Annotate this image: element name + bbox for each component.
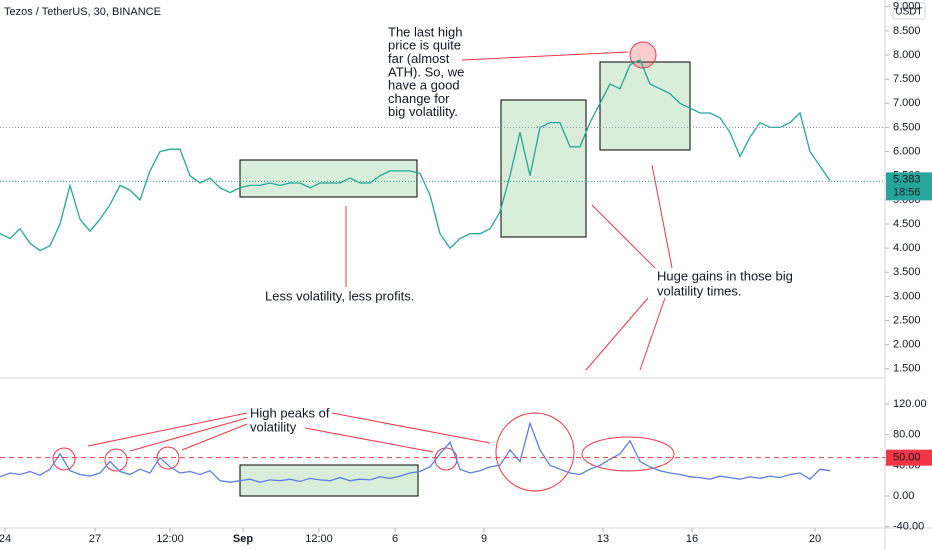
y-tick-label: 3.000: [893, 290, 921, 302]
annotation-text: High peaks of: [250, 405, 330, 420]
y-tick-label: 2.000: [893, 339, 921, 351]
annotation-text: ATH). So, we: [388, 64, 464, 79]
arrow: [331, 412, 491, 444]
annotation-text: Less volatility, less profits.: [265, 288, 414, 303]
circle: [629, 41, 657, 69]
ellipse: [581, 436, 675, 472]
circle: [52, 447, 76, 471]
arrow: [87, 412, 248, 447]
countdown: 18:56: [893, 186, 921, 198]
currency: USDT: [895, 7, 922, 18]
box: [239, 159, 418, 198]
x-tick-label: 9: [481, 533, 487, 545]
x-tick-label: 12:00: [156, 533, 184, 545]
x-tick-label: 6: [392, 533, 398, 545]
level-badge: [886, 449, 932, 466]
y-tick-label: 8.500: [893, 25, 921, 37]
y-tick-label: 9.000: [893, 1, 921, 13]
y-tick-label: 80.00: [893, 429, 921, 441]
box: [599, 61, 691, 151]
series-line: [0, 59, 831, 252]
x-tick-label: 12:00: [305, 533, 333, 545]
chart-title: Tezos / TetherUS, 30, BINANCE: [4, 6, 161, 18]
arrow: [585, 297, 649, 371]
y-tick-label: 4.500: [893, 218, 921, 230]
arrow: [651, 164, 673, 269]
arrow: [129, 417, 248, 452]
y-tick-label: 7.000: [893, 97, 921, 109]
y-tick-label: 1.500: [893, 363, 921, 375]
arrow: [639, 297, 666, 371]
x-tick-label: Sep: [233, 533, 253, 545]
x-tick-label: 24: [0, 533, 11, 545]
x-tick-label: 27: [89, 533, 101, 545]
circle: [104, 448, 128, 472]
annotation-circles: [52, 41, 675, 492]
y-tick-label: 6.500: [893, 121, 921, 133]
y-tick-label: 120.00: [893, 398, 927, 410]
last-price-badge: [886, 172, 932, 201]
y-tick-label: 7.500: [893, 73, 921, 85]
series-line: [0, 421, 831, 483]
last-price-label: 5.383: [893, 173, 921, 185]
x-tick-label: 16: [686, 533, 698, 545]
circle: [434, 447, 458, 471]
level-label: 50.00: [893, 452, 921, 464]
annotation-text: big volatility.: [388, 104, 458, 119]
annotation-text: volatility: [250, 419, 297, 434]
x-tick-label: 13: [597, 533, 609, 545]
annotation-text: The last high: [388, 24, 462, 39]
arrows: [87, 51, 673, 453]
annotation-text: far (almost: [388, 51, 450, 66]
y-tick-label: 6.000: [893, 145, 921, 157]
box: [500, 99, 587, 238]
x-tick-label: 20: [809, 533, 821, 545]
y-tick-label: 0.00: [893, 490, 914, 502]
circle: [495, 412, 575, 492]
y-tick-label: 3.500: [893, 266, 921, 278]
y-tick-label: 2.500: [893, 314, 921, 326]
annotation-text: price is quite: [388, 38, 461, 53]
y-tick-label: -40.00: [893, 521, 924, 533]
annotation-text: change for: [388, 91, 450, 106]
y-tick-label: 8.000: [893, 49, 921, 61]
annotation-text: volatility times.: [657, 283, 742, 298]
arrow: [591, 204, 656, 269]
currency-badge[interactable]: [892, 2, 926, 20]
annotation-text: Huge gains in those big: [657, 268, 793, 283]
annotation-text: have a good: [388, 78, 460, 93]
arrow: [304, 427, 434, 453]
arrow: [181, 423, 248, 451]
arrow: [461, 51, 629, 61]
y-tick-label: 4.000: [893, 242, 921, 254]
